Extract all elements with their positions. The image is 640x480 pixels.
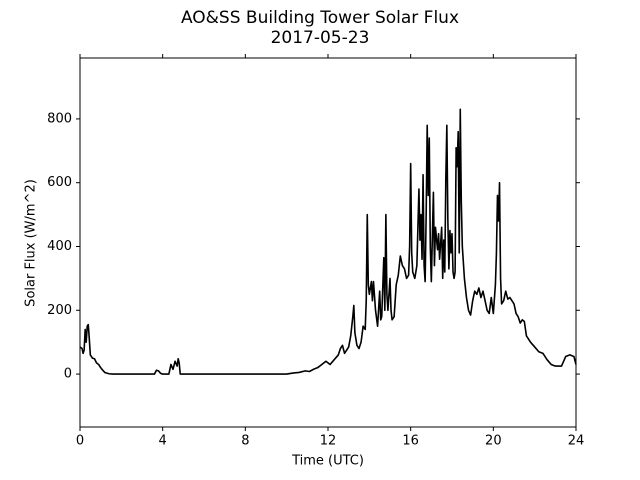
chart-title: AO&SS Building Tower Solar Flux [181, 8, 459, 28]
x-tick-label: 12 [320, 434, 337, 449]
plot-frame [79, 57, 577, 428]
x-tick-label: 24 [568, 434, 585, 449]
y-tick-label: 400 [47, 239, 72, 254]
y-axis-label: Solar Flux (W/m^2) [24, 179, 39, 307]
x-tick-label: 4 [159, 434, 167, 449]
y-tick-label: 200 [47, 303, 72, 318]
x-tick-label: 16 [402, 434, 419, 449]
y-tick-label: 800 [47, 111, 72, 126]
chart-subtitle: 2017-05-23 [271, 28, 370, 48]
data-line [79, 108, 577, 375]
x-tick-label: 0 [76, 434, 84, 449]
x-tick-label: 8 [241, 434, 249, 449]
y-tick-label: 600 [47, 175, 72, 190]
x-tick-label: 20 [485, 434, 502, 449]
x-axis-label: Time (UTC) [291, 454, 364, 469]
y-tick-label: 0 [64, 367, 72, 382]
